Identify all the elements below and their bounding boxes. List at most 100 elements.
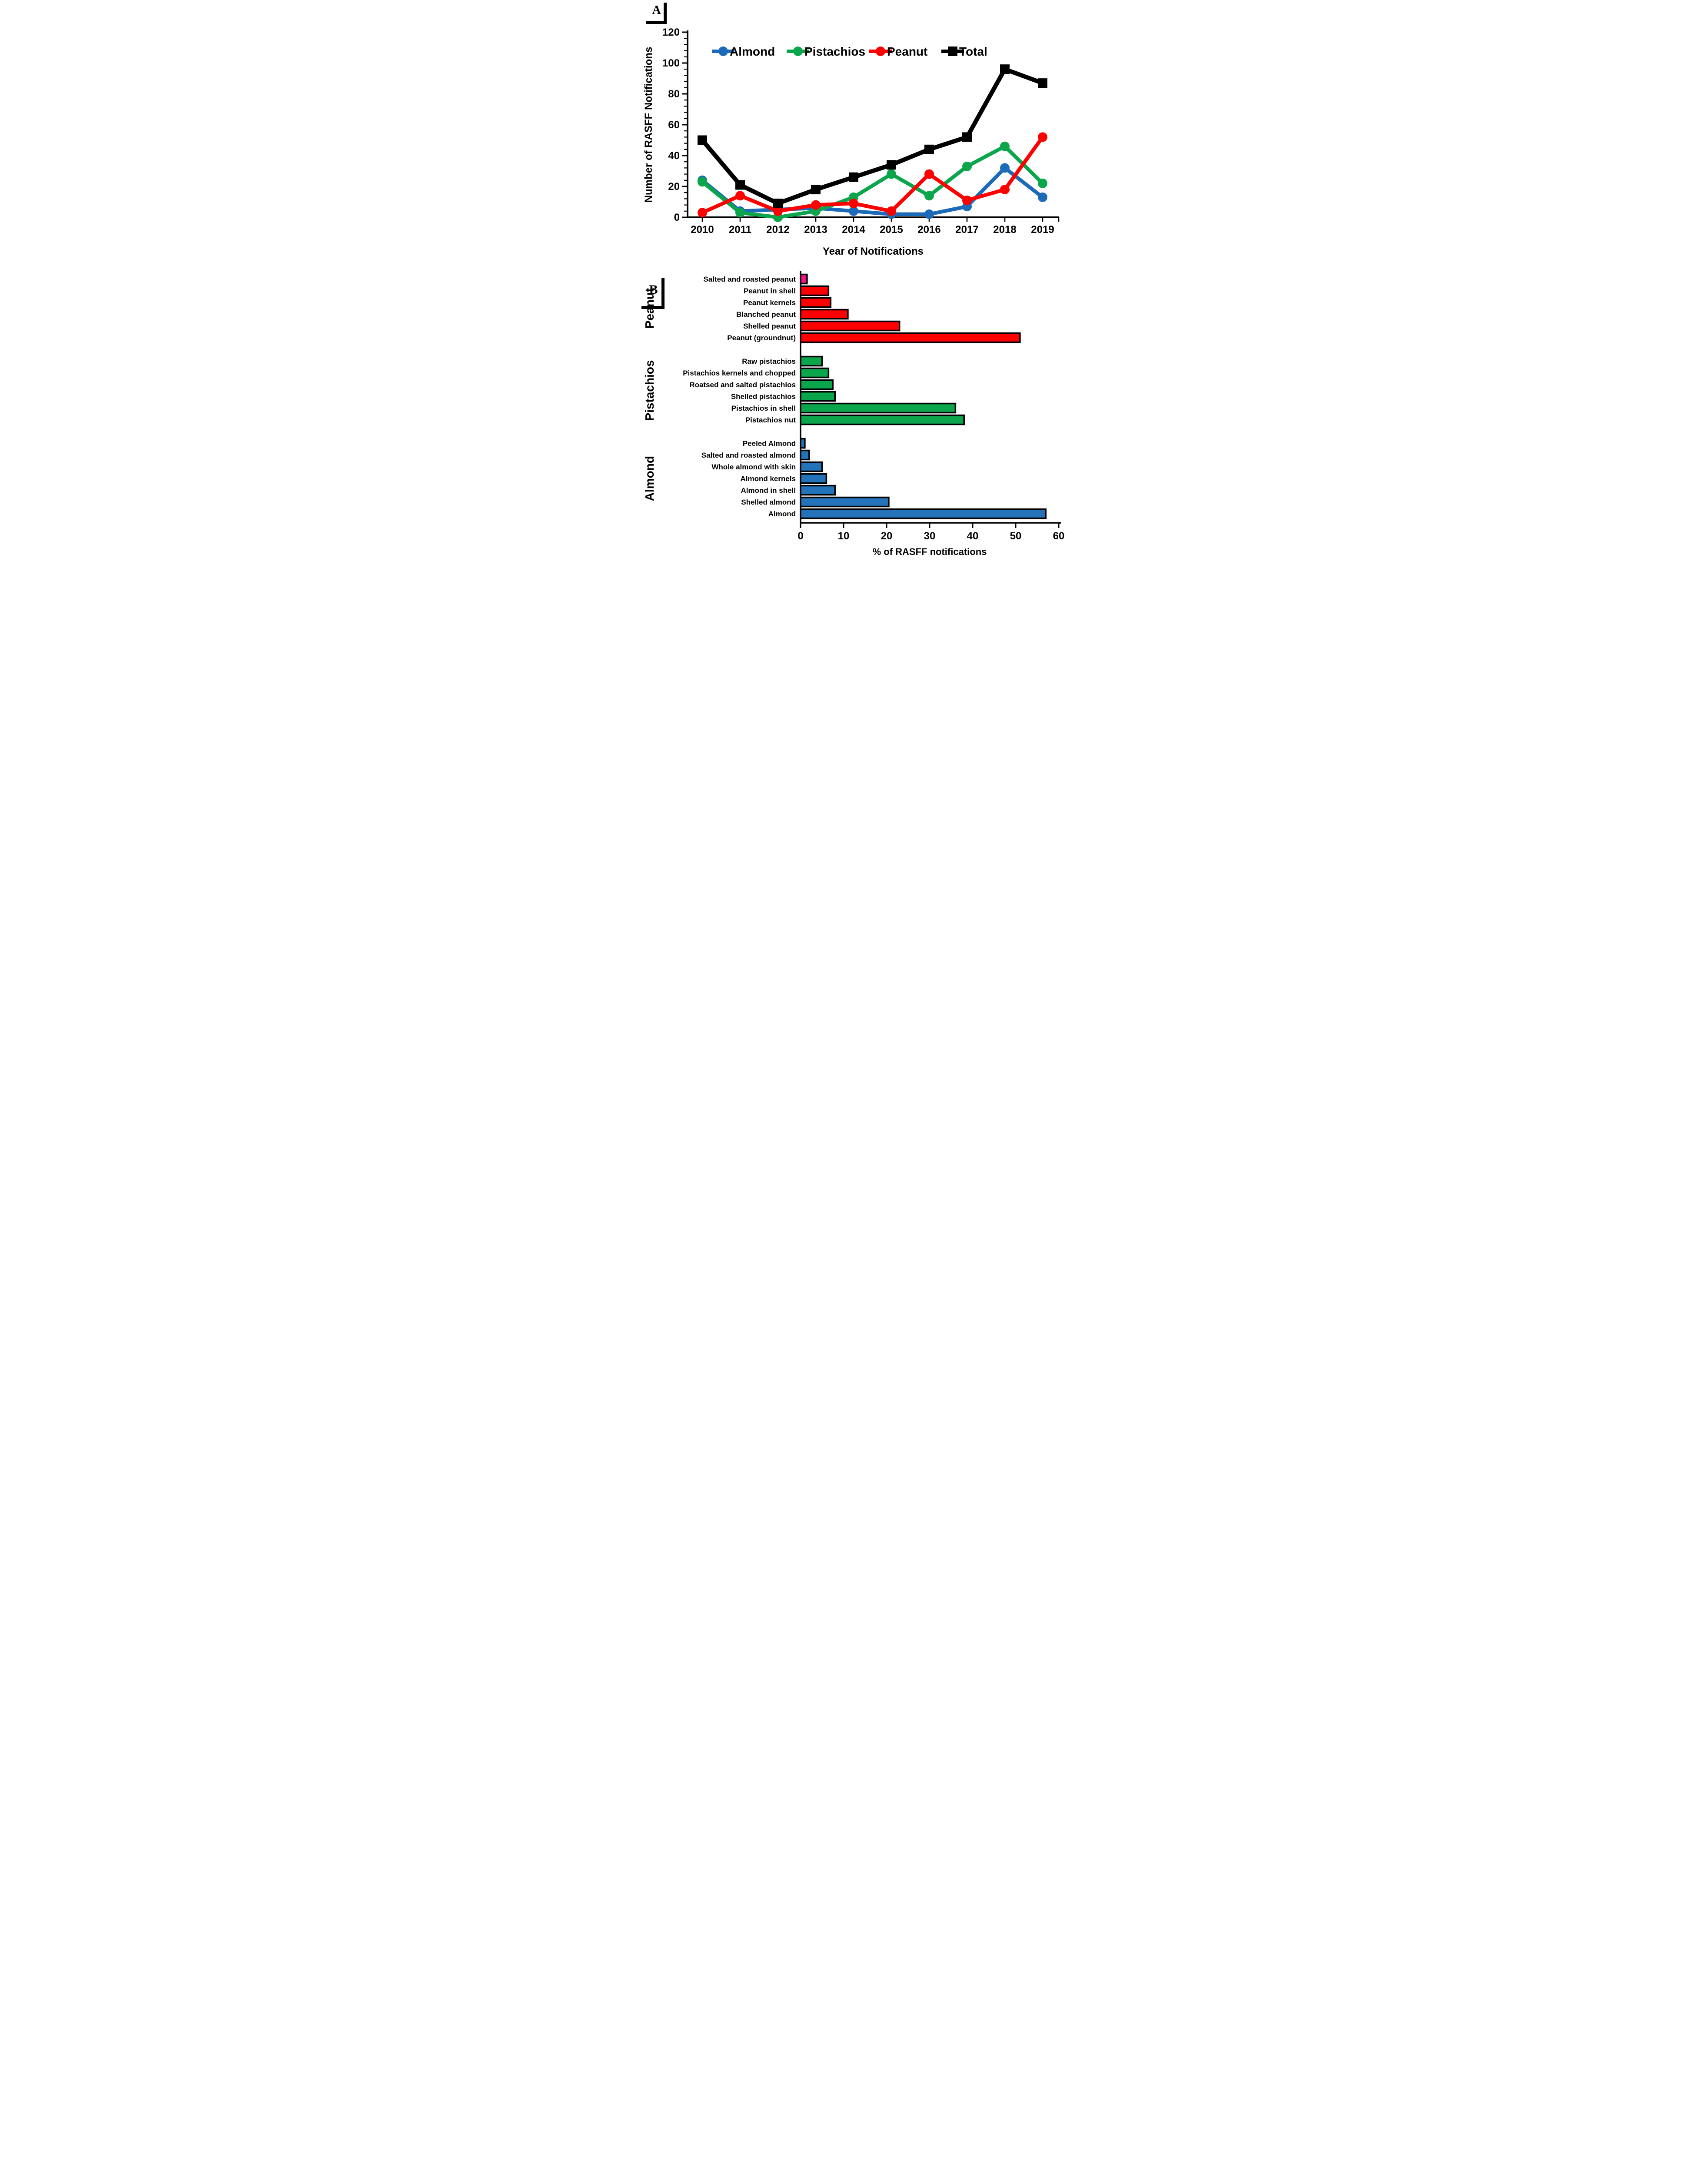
data-point-almond — [848, 206, 858, 216]
bar-peanut-groundnut- — [799, 332, 1021, 343]
data-point-pistachios — [1037, 178, 1047, 188]
bar-raw-pistachios — [799, 356, 823, 367]
x-tick-label: 2015 — [880, 224, 903, 236]
bar-label: Salted and roasted almond — [701, 451, 795, 459]
bar-pistachios-nut — [799, 414, 965, 425]
bar-label: Shelled peanut — [743, 322, 796, 330]
group-label-almond: Almond — [643, 456, 656, 501]
x-tick-label: 2017 — [955, 224, 978, 236]
legend-circle-marker — [793, 47, 803, 56]
data-point-peanut — [811, 200, 821, 210]
bar-label: Blanched peanut — [736, 310, 796, 319]
legend-label: Almond — [730, 45, 775, 58]
y-axis-title: Number of RASFF Notifications — [643, 47, 655, 203]
series-line-total — [700, 67, 1045, 206]
bar-salted-and-roasted-peanut — [799, 273, 808, 285]
data-point-pistachios — [735, 208, 745, 218]
bar-peanut-kernels — [799, 297, 831, 308]
bar-shelled-almond — [799, 496, 890, 508]
legend-label: Peanut — [887, 45, 927, 58]
bar-label: Pistachios kernels and chopped — [683, 369, 796, 377]
data-point-total — [811, 185, 821, 195]
data-point-total — [886, 160, 896, 170]
y-tick-label: 40 — [668, 150, 680, 162]
data-point-pistachios — [1000, 141, 1010, 151]
bar-label: Almond kernels — [740, 475, 796, 483]
x-tick-label: 60 — [1053, 530, 1064, 542]
data-point-total — [735, 180, 745, 190]
data-point-peanut — [924, 169, 934, 179]
bar-label: Almond — [768, 510, 795, 518]
data-point-total — [1037, 78, 1047, 88]
bar-label: Raw pistachios — [742, 357, 796, 365]
panel-b-bracket — [641, 278, 665, 309]
data-point-total — [697, 135, 707, 145]
line-chart-rasff-notifications: 0 20 40 60 80 100 120 Number of RASFF Notificat… — [643, 27, 1059, 257]
bar-peanut-in-shell — [799, 285, 829, 296]
data-point-peanut — [697, 208, 707, 218]
panel-a-bracket — [646, 3, 667, 24]
x-tick-label: 2019 — [1031, 224, 1054, 236]
data-point-pistachios — [924, 191, 934, 201]
bar-label: Peanut (groundnut) — [727, 334, 796, 342]
legend-item-pistachios: Pistachios — [786, 45, 865, 58]
data-point-total — [1000, 64, 1010, 74]
y-tick-label: 60 — [668, 119, 680, 131]
x-tick-label: 2010 — [691, 224, 714, 236]
bar-pistachios-in-shell — [799, 402, 956, 414]
x-tick-label: 30 — [924, 530, 935, 542]
data-point-peanut — [848, 199, 858, 209]
legend-label: Total — [959, 45, 987, 58]
series-line-almond — [700, 166, 1044, 216]
panel-a-label: A — [652, 3, 661, 17]
legend-item-almond: Almond — [711, 45, 775, 58]
legend-circle-marker — [718, 47, 728, 56]
x-tick-label: 2018 — [993, 224, 1016, 236]
x-axis-title: Year of Notifications — [822, 246, 923, 257]
bar-pistachios-kernels-and-chopped — [799, 367, 829, 379]
y-tick-label: 0 — [674, 212, 679, 223]
data-point-total — [848, 172, 858, 182]
data-point-peanut — [1000, 185, 1010, 195]
data-point-almond — [1000, 163, 1010, 173]
data-point-pistachios — [962, 161, 972, 171]
bar-label: Roatsed and salted pistachios — [689, 381, 796, 389]
data-point-peanut — [1037, 132, 1047, 142]
bar-label: Shelled almond — [741, 498, 796, 506]
two-panel-rasff-figure: A 0 20 40 60 80 100 120 Number of RASFF Notific… — [640, 0, 1068, 565]
data-point-total — [924, 144, 934, 154]
bar-whole-almond-with-skin — [799, 461, 823, 472]
legend-circle-marker — [875, 47, 885, 56]
bar-label: Pistachios nut — [745, 416, 796, 424]
bar-almond-in-shell — [799, 485, 836, 496]
bar-label: Peanut in shell — [744, 287, 796, 295]
bar-label: Almond in shell — [741, 486, 796, 495]
group-label-pistachios: Pistachios — [643, 360, 656, 421]
series-line-pistachios — [700, 144, 1044, 219]
bar-almond — [799, 508, 1047, 519]
bar-almond-kernels — [799, 473, 827, 484]
data-point-peanut — [962, 195, 972, 205]
data-point-pistachios — [697, 177, 707, 187]
bar-label: Shelled pistachios — [731, 392, 795, 401]
bar-chart-rasff-percentages: Salted and roasted peanut Peanut in shell… — [643, 271, 1064, 557]
data-point-peanut — [886, 206, 896, 216]
x-tick-label: 40 — [967, 530, 978, 542]
legend-item-total: Total — [941, 45, 987, 58]
x-axis-title: % of RASFF notifications — [872, 546, 987, 557]
data-point-almond — [1037, 192, 1047, 202]
x-tick-label: 0 — [798, 530, 803, 542]
data-point-pistachios — [886, 169, 896, 179]
x-tick-label: 20 — [881, 530, 892, 542]
bar-blanched-peanut — [799, 309, 849, 320]
legend-label: Pistachios — [804, 45, 865, 58]
x-tick-label: 2014 — [842, 224, 865, 236]
data-point-total — [962, 132, 972, 142]
data-point-peanut — [773, 206, 783, 216]
bar-salted-and-roasted-almond — [799, 449, 810, 461]
y-tick-label: 120 — [662, 27, 679, 38]
bar-label: Peanut kernels — [743, 299, 796, 307]
bar-label: Peeled Almond — [742, 439, 795, 448]
x-tick-label: 2012 — [766, 224, 789, 236]
bar-label: Whole almond with skin — [711, 463, 796, 471]
